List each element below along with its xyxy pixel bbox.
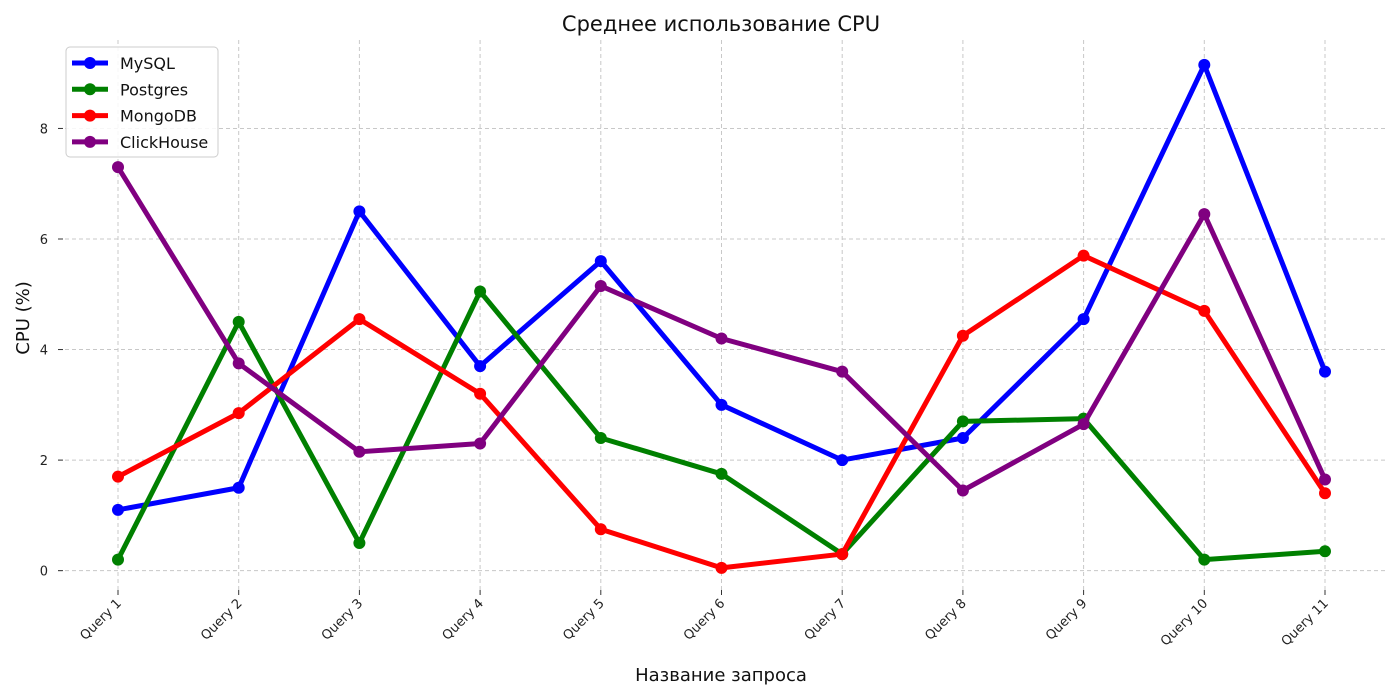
data-point <box>232 357 245 370</box>
data-point <box>353 313 366 326</box>
x-tick-label: Query 7 <box>802 596 849 643</box>
data-point <box>836 548 849 561</box>
legend-label: ClickHouse <box>120 133 208 152</box>
data-point <box>594 431 607 444</box>
data-point <box>474 437 487 450</box>
x-tick-label: Query 3 <box>319 596 366 643</box>
data-point <box>715 332 728 345</box>
data-point <box>594 523 607 536</box>
x-tick-label: Query 11 <box>1279 596 1332 649</box>
grid <box>58 40 1385 590</box>
y-tick-label: 6 <box>40 233 48 248</box>
data-point <box>1319 473 1331 486</box>
data-point <box>112 553 124 566</box>
legend-item: ClickHouse <box>72 133 208 152</box>
chart-title: Среднее использование CPU <box>562 12 880 36</box>
data-point <box>1198 553 1211 566</box>
data-point <box>353 537 366 550</box>
x-tick-label: Query 10 <box>1158 596 1211 649</box>
legend-marker <box>84 57 96 69</box>
legend-marker <box>84 83 96 96</box>
data-point <box>474 360 487 373</box>
series-mysql <box>112 58 1331 516</box>
legend-label: MySQL <box>120 54 175 73</box>
data-point <box>353 205 366 218</box>
series-clickhouse <box>112 161 1331 497</box>
x-tick-label: Query 5 <box>560 596 607 643</box>
data-point <box>956 329 969 342</box>
data-point <box>112 161 124 174</box>
data-point <box>232 481 245 494</box>
data-point <box>836 365 849 378</box>
data-point <box>1077 418 1090 431</box>
data-point <box>1319 545 1331 558</box>
data-point <box>1198 58 1211 71</box>
legend-box <box>65 46 219 158</box>
data-point <box>232 407 245 420</box>
legend-item: MongoDB <box>72 107 197 126</box>
legend-marker <box>84 109 96 122</box>
data-point <box>594 279 607 292</box>
x-axis-label: Название запроса <box>635 665 807 686</box>
data-point <box>1077 249 1090 262</box>
series <box>112 58 1331 574</box>
x-tick-label: Query 6 <box>681 596 728 643</box>
series-mongodb <box>112 249 1331 574</box>
y-tick-label: 2 <box>40 454 48 469</box>
data-point <box>1198 304 1211 317</box>
x-tick-label: Query 4 <box>440 596 487 643</box>
data-point <box>1077 313 1090 326</box>
data-point <box>112 470 124 483</box>
x-tick-label: Query 1 <box>78 596 125 643</box>
x-tick-label: Query 8 <box>922 596 969 643</box>
data-point <box>715 467 728 480</box>
data-point <box>715 561 728 574</box>
data-point <box>956 415 969 428</box>
data-point <box>956 484 969 497</box>
data-point <box>836 454 849 467</box>
y-tick-label: 4 <box>40 344 48 359</box>
data-point <box>112 503 124 516</box>
data-point <box>474 285 487 298</box>
data-point <box>594 255 607 268</box>
data-point <box>474 387 487 400</box>
legend-label: Postgres <box>120 80 188 99</box>
data-point <box>956 431 969 444</box>
data-point <box>715 398 728 411</box>
legend-item: MySQL <box>72 54 175 73</box>
data-point <box>353 445 366 458</box>
data-point <box>232 315 245 328</box>
y-tick-label: 0 <box>40 565 48 580</box>
x-tick-label: Query 9 <box>1043 596 1090 643</box>
legend-label: MongoDB <box>120 107 197 126</box>
data-point <box>1319 365 1331 378</box>
y-axis-label: CPU (%) <box>13 281 34 354</box>
legend-marker <box>84 135 96 148</box>
legend: MySQL Postgres MongoDB ClickHouse <box>65 46 219 158</box>
legend-item: Postgres <box>72 80 188 99</box>
series-postgres <box>112 285 1331 566</box>
data-point <box>1198 208 1211 221</box>
x-tick-label: Query 2 <box>198 596 245 643</box>
data-point <box>1319 487 1331 500</box>
y-tick-label: 8 <box>40 122 48 137</box>
